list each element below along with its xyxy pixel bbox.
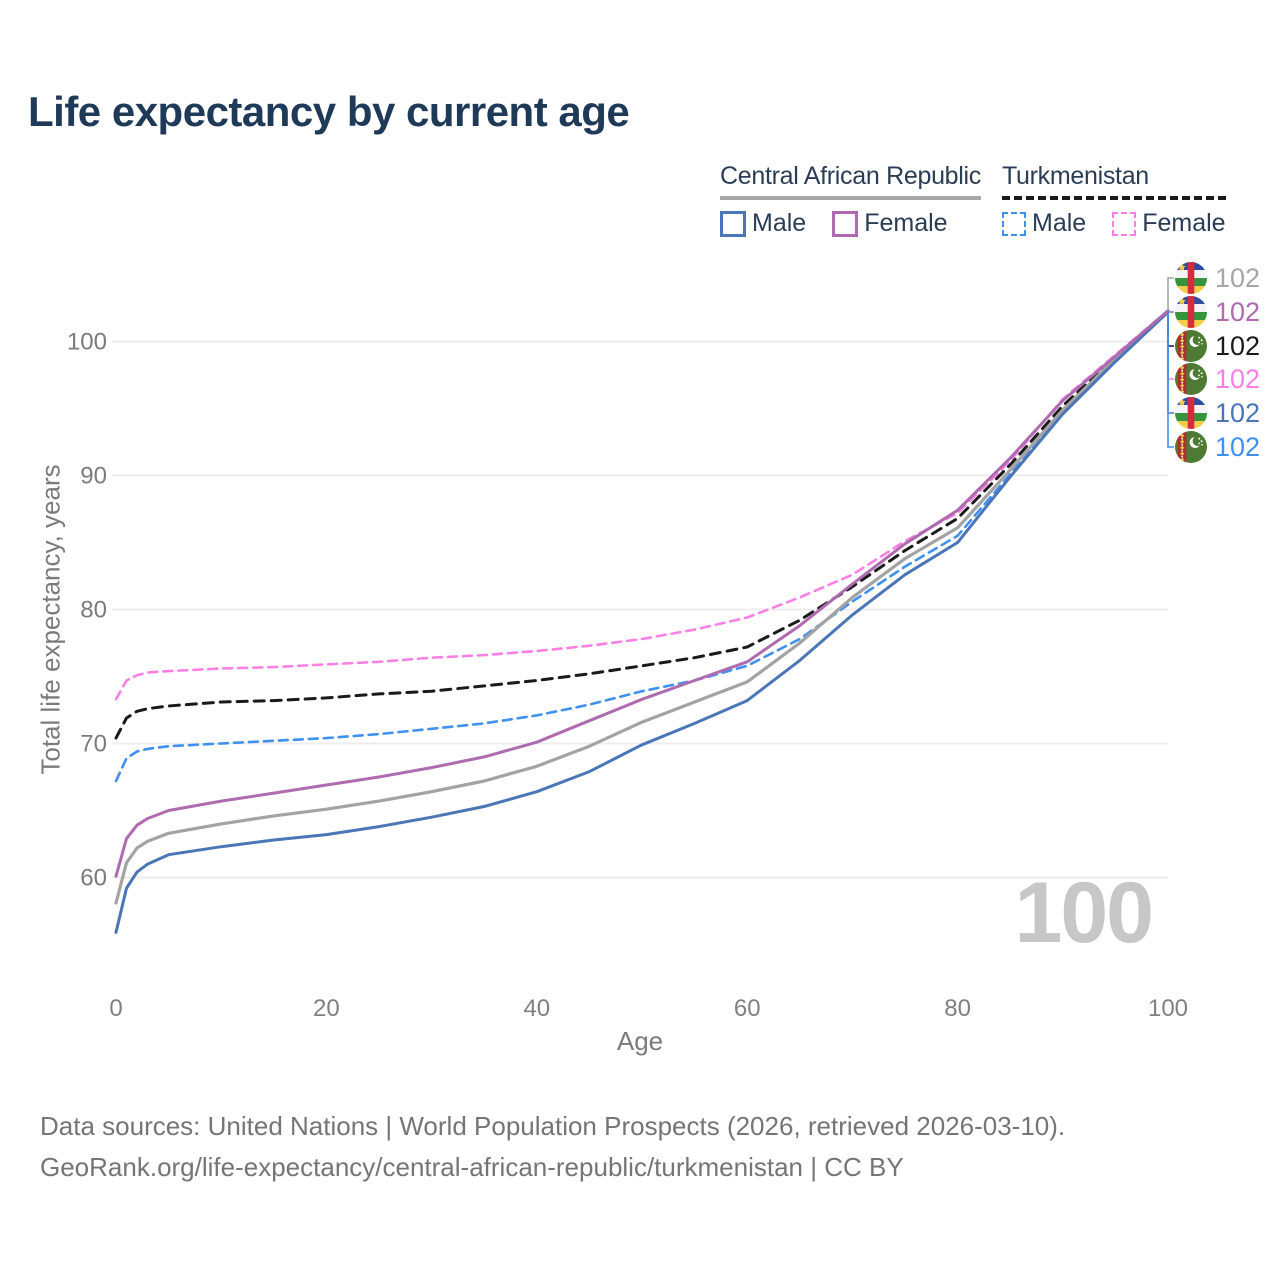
legend-item-caf-male[interactable]: Male [720, 209, 806, 238]
y-tick-label-100: 100 [67, 329, 107, 356]
leader-line-caf-4 [1167, 310, 1174, 414]
y-axis-title: Total life expectancy, years [35, 464, 66, 775]
end-label-tkm-male: 102 [1175, 431, 1260, 463]
end-value: 102 [1215, 263, 1261, 293]
end-label-tkm-total: 102 [1175, 330, 1260, 362]
series-line-central-african-republic-female[interactable] [114, 309, 1170, 878]
x-tick-label-40: 40 [523, 995, 550, 1022]
series-line-turkmenistan-total[interactable] [114, 309, 1170, 740]
x-axis-title: Age [616, 1026, 664, 1056]
tkm-female-swatch-icon [1112, 211, 1137, 236]
x-tick-label-20: 20 [313, 995, 340, 1022]
caf-female-swatch-icon [832, 210, 859, 237]
end-value: 102 [1215, 432, 1261, 462]
end-label-caf-total: 102 [1175, 262, 1260, 294]
end-value: 102 [1215, 398, 1261, 428]
footer: Data sources: United Nations | World Pop… [40, 1106, 1065, 1188]
legend-line-style-dashed [1002, 196, 1226, 200]
legend-item-label: Male [752, 209, 807, 237]
legend-group-turkmenistan: Turkmenistan Male Female [1002, 162, 1226, 238]
end-label-caf-female: 102 [1175, 296, 1260, 328]
y-tick-label-70: 70 [80, 731, 107, 758]
legend-country-name: Turkmenistan [1002, 162, 1149, 190]
age-counter-watermark: 100 [1014, 865, 1155, 961]
caf-male-swatch-icon [720, 210, 746, 237]
end-label-caf-male: 102 [1175, 397, 1260, 429]
leader-line-tkm-5 [1167, 310, 1174, 448]
legend-item-label: Male [1032, 209, 1087, 237]
end-value: 102 [1215, 297, 1261, 327]
leader-line-tkm-3 [1167, 310, 1174, 380]
y-tick-label-80: 80 [80, 597, 107, 624]
central-african-republic-flag-icon [1175, 397, 1207, 429]
end-value: 102 [1215, 331, 1261, 361]
central-african-republic-flag-icon [1175, 262, 1207, 294]
series-line-central-african-republic-male[interactable] [114, 310, 1170, 934]
legend-item-tkm-female[interactable]: Female [1112, 209, 1226, 238]
leader-line-caf-0 [1167, 277, 1174, 311]
series-line-turkmenistan-male[interactable] [114, 310, 1170, 783]
turkmenistan-flag-icon [1175, 431, 1207, 463]
y-tick-label-90: 90 [80, 463, 107, 490]
legend-item-label: Female [864, 209, 948, 237]
legend-item-caf-female[interactable]: Female [832, 209, 948, 238]
legend-country-name: Central African Republic [720, 162, 981, 190]
central-african-republic-flag-icon [1175, 296, 1207, 328]
turkmenistan-flag-icon [1175, 363, 1207, 395]
tkm-male-swatch-icon [1002, 211, 1026, 236]
legend-group-central-african-republic: Central African Republic Male Female [720, 162, 981, 238]
x-tick-label-80: 80 [944, 995, 971, 1022]
end-value: 102 [1215, 364, 1261, 394]
series-line-turkmenistan-female[interactable] [114, 309, 1170, 701]
y-tick-label-60: 60 [80, 865, 107, 892]
footer-attribution: GeoRank.org/life-expectancy/central-afri… [40, 1152, 904, 1182]
series-line-central-african-republic-total[interactable] [114, 309, 1170, 905]
end-label-tkm-female: 102 [1175, 363, 1260, 395]
footer-data-sources: Data sources: United Nations | World Pop… [40, 1111, 1066, 1141]
legend-item-tkm-male[interactable]: Male [1002, 209, 1086, 238]
x-tick-label-0: 0 [109, 995, 122, 1022]
x-tick-label-60: 60 [734, 995, 761, 1022]
leader-line-tkm-2 [1167, 310, 1174, 347]
turkmenistan-flag-icon [1175, 330, 1207, 362]
x-tick-label-100: 100 [1148, 995, 1188, 1022]
legend-line-style-solid [720, 196, 981, 200]
page-title: Life expectancy by current age [28, 88, 630, 135]
legend-item-label: Female [1142, 209, 1226, 237]
